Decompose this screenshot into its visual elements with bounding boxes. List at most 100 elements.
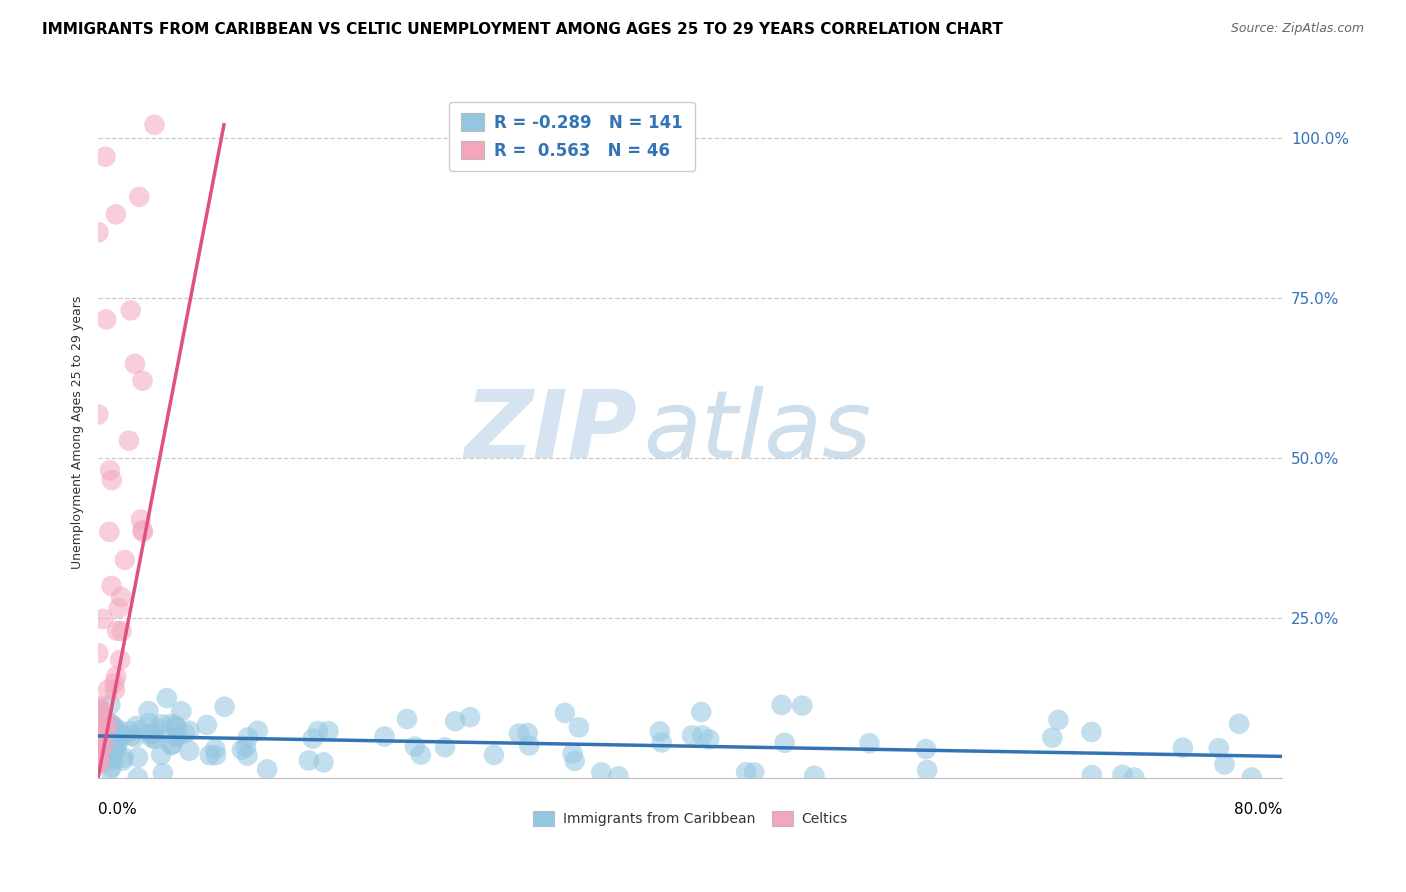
Point	[770, 698, 793, 712]
Point	[120, 303, 142, 318]
Point	[100, 579, 122, 593]
Text: 0.0%: 0.0%	[98, 802, 136, 817]
Point	[89, 750, 111, 764]
Point	[104, 683, 127, 698]
Point	[803, 769, 825, 783]
Point	[87, 733, 110, 747]
Point	[94, 734, 117, 748]
Point	[87, 701, 110, 715]
Point	[444, 714, 467, 729]
Point	[104, 720, 127, 734]
Point	[517, 739, 540, 753]
Point	[114, 553, 136, 567]
Point	[236, 731, 259, 745]
Point	[103, 728, 125, 742]
Point	[87, 755, 110, 769]
Point	[98, 764, 121, 778]
Point	[648, 724, 671, 739]
Point	[564, 754, 586, 768]
Point	[409, 747, 432, 762]
Point	[100, 760, 122, 774]
Text: IMMIGRANTS FROM CARIBBEAN VS CELTIC UNEMPLOYMENT AMONG AGES 25 TO 29 YEARS CORRE: IMMIGRANTS FROM CARIBBEAN VS CELTIC UNEM…	[42, 22, 1002, 37]
Point	[93, 751, 115, 765]
Point	[692, 728, 714, 742]
Point	[231, 743, 253, 757]
Point	[131, 524, 153, 538]
Y-axis label: Unemployment Among Ages 25 to 29 years: Unemployment Among Ages 25 to 29 years	[72, 295, 84, 568]
Point	[89, 729, 111, 743]
Point	[89, 702, 111, 716]
Point	[150, 717, 173, 731]
Point	[160, 738, 183, 752]
Point	[256, 763, 278, 777]
Point	[143, 732, 166, 747]
Point	[89, 737, 111, 751]
Point	[87, 728, 110, 742]
Point	[1080, 725, 1102, 739]
Point	[179, 723, 201, 738]
Point	[87, 721, 110, 735]
Point	[87, 226, 110, 240]
Point	[170, 704, 193, 718]
Point	[129, 723, 152, 737]
Point	[91, 612, 114, 626]
Point	[204, 742, 226, 756]
Point	[118, 434, 141, 448]
Point	[152, 766, 174, 780]
Point	[792, 698, 814, 713]
Point	[697, 732, 720, 747]
Point	[165, 718, 187, 732]
Point	[87, 704, 110, 718]
Point	[858, 736, 880, 750]
Point	[101, 717, 124, 731]
Point	[681, 728, 703, 742]
Point	[90, 742, 112, 756]
Point	[591, 765, 613, 780]
Point	[160, 716, 183, 731]
Point	[735, 765, 758, 780]
Point	[87, 738, 110, 752]
Point	[214, 699, 236, 714]
Point	[105, 669, 128, 683]
Point	[104, 207, 127, 221]
Point	[508, 726, 530, 740]
Point	[91, 756, 114, 770]
Point	[87, 736, 110, 750]
Point	[301, 731, 323, 746]
Point	[97, 683, 120, 698]
Point	[165, 721, 187, 735]
Point	[205, 748, 228, 763]
Text: Source: ZipAtlas.com: Source: ZipAtlas.com	[1230, 22, 1364, 36]
Point	[97, 715, 120, 730]
Point	[561, 747, 583, 761]
Point	[128, 190, 150, 204]
Point	[89, 754, 111, 768]
Point	[132, 524, 155, 539]
Point	[94, 725, 117, 739]
Point	[1047, 713, 1070, 727]
Point	[96, 739, 118, 753]
Point	[89, 716, 111, 731]
Point	[742, 765, 765, 780]
Point	[607, 769, 630, 783]
Point	[100, 718, 122, 732]
Point	[87, 731, 110, 745]
Point	[101, 473, 124, 487]
Point	[108, 723, 131, 738]
Text: 80.0%: 80.0%	[1234, 802, 1282, 817]
Point	[1227, 716, 1250, 731]
Point	[112, 750, 135, 764]
Point	[110, 624, 132, 638]
Point	[96, 723, 118, 738]
Point	[94, 150, 117, 164]
Point	[160, 738, 183, 752]
Point	[127, 750, 149, 764]
Point	[89, 715, 111, 730]
Point	[91, 742, 114, 756]
Point	[103, 676, 125, 690]
Point	[156, 691, 179, 706]
Point	[90, 725, 112, 739]
Point	[105, 739, 128, 754]
Point	[89, 742, 111, 756]
Point	[298, 753, 321, 767]
